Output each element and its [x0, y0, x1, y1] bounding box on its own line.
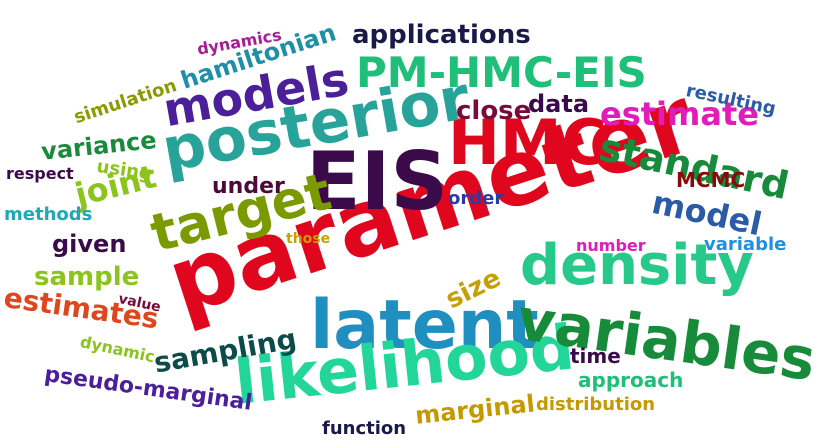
word-approach: approach [578, 368, 684, 392]
word-function: function [322, 418, 407, 439]
word-pm-hmc-eis: PM-HMC-EIS [356, 48, 647, 97]
word-methods: methods [4, 204, 93, 225]
word-sample: sample [34, 262, 140, 292]
word-pseudo-marginal: pseudo-marginal [42, 362, 254, 416]
word-respect: respect [6, 164, 74, 183]
word-number: number [576, 236, 646, 255]
word-eis: EIS [306, 135, 449, 228]
word-data: data [528, 90, 590, 118]
word-those: those [286, 231, 331, 247]
word-latent: latent [310, 286, 539, 365]
word-distribution: distribution [536, 394, 656, 415]
word-applications: applications [352, 20, 531, 50]
word-dynamic: dynamic [78, 332, 157, 367]
word-order: order [448, 188, 504, 209]
word-hmc: HMC [448, 106, 608, 179]
word-estimate: estimate [600, 95, 759, 133]
word-density: density [520, 233, 754, 298]
word-variable: variable [704, 234, 787, 255]
word-close: close [456, 96, 532, 126]
word-mcmc: MCMC [676, 168, 746, 192]
word-given: given [52, 230, 127, 258]
word-under: under [212, 174, 285, 199]
word-time: time [570, 344, 621, 368]
